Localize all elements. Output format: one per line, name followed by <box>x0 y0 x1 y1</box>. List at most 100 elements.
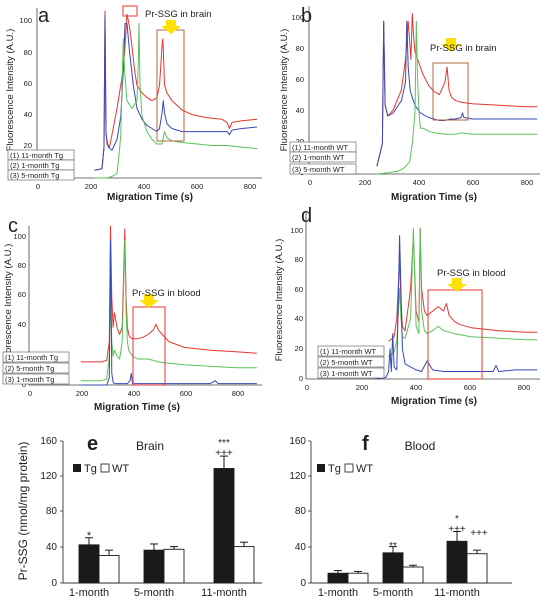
panel-b-ytick: 60 <box>296 75 304 84</box>
panel-d-ytick: 40 <box>295 314 303 323</box>
legend-label-wt: WT <box>356 463 373 475</box>
panel-e-bars: 1-month 5-month 11-month <box>69 455 255 599</box>
category-label: 11-month <box>434 587 480 599</box>
panel-a-ytick: 100 <box>19 16 32 25</box>
legend-swatch-tg <box>73 464 81 472</box>
panel-f-yticks: 0 40 80 120 160 <box>289 436 306 589</box>
panel-d-legend: (1) 11-month WT (2) 5-month WT (3) 1-mon… <box>317 345 385 379</box>
panel-c-ytick: 0 <box>22 380 26 389</box>
category-label: 5-month <box>373 587 413 599</box>
panel-c-traces <box>80 225 257 386</box>
panel-b-highlight-box <box>432 62 469 121</box>
legend-label-tg: Tg <box>328 463 341 475</box>
panel-b-legend-box <box>289 163 357 175</box>
legend-swatch-tg <box>317 464 325 472</box>
panel-e: e Brain Pr-SSG (nmol/mg protein) 0 40 80… <box>16 433 262 599</box>
panel-c-ytick: 80 <box>18 261 26 270</box>
significance-marker: *** <box>218 438 230 449</box>
panel-a-annotation: Pr-SSG in brain <box>145 9 212 20</box>
panel-c-legend-box <box>2 351 70 363</box>
legend-label-wt: WT <box>112 463 129 475</box>
panel-a-xtick: 800 <box>244 182 257 191</box>
panel-d-xticks: 0 200 400 600 800 <box>305 383 530 392</box>
panel-a-xticks: 0 200 400 600 800 <box>36 182 256 191</box>
panel-f: f Blood 0 40 80 120 160 Tg WT 1-month 5-m… <box>289 433 512 599</box>
panel-a-highlight-box <box>156 29 185 142</box>
panel-e-ytick: 160 <box>40 436 57 447</box>
panel-d-yticks: 0 20 40 60 80 100 <box>290 226 303 383</box>
panel-a-ytick: 60 <box>24 79 32 88</box>
panel-a-legend-item: (3) 5-month Tg <box>10 171 59 180</box>
panel-b-trace-blue <box>376 20 538 167</box>
panel-c-legend-box <box>2 373 70 385</box>
significance-marker: +++ <box>215 448 233 459</box>
bar-wt-5-month <box>402 566 424 584</box>
significance-marker: ** <box>389 541 397 552</box>
panel-f-ytick: 80 <box>295 506 307 517</box>
panel-c-ylabel: Fluorescence Intensity (A.U.) <box>3 244 14 367</box>
category-label: 5-month <box>134 587 174 599</box>
panel-a-peak-box <box>122 5 138 17</box>
panel-d-legend-item: (3) 1-month WT <box>320 369 373 378</box>
panel-d-xtick: 0 <box>305 383 309 392</box>
panel-c-legend-item: (2) 5-month Tg <box>5 364 54 373</box>
panel-d-trace-green <box>388 227 538 357</box>
panel-b-legend-box <box>289 151 357 163</box>
panel-a-xtick: 600 <box>191 182 204 191</box>
panel-b-xtick: 0 <box>308 178 312 187</box>
panel-e-ytick: 80 <box>46 506 58 517</box>
panel-d-ylabel: Fluorescence Intensity (A.U.) <box>274 239 285 362</box>
panel-d-xtick: 800 <box>518 383 531 392</box>
panel-e-ytick: 40 <box>46 542 58 553</box>
panel-d-letter: d <box>301 205 312 227</box>
panel-f-bars: 1-month 5-month 11-month <box>318 531 488 599</box>
panel-f-ytick: 0 <box>300 578 306 589</box>
bar-tg-11-month <box>446 540 468 584</box>
panel-b-ytick: 20 <box>296 137 304 146</box>
panel-c-arrow-icon <box>139 294 159 308</box>
panel-c-annotation: Pr-SSG in blood <box>132 288 201 299</box>
panel-e-letter: e <box>87 433 98 455</box>
panel-a-ylabel: Fluorescence Intensity (A.U.) <box>5 29 16 152</box>
panel-c-legend: (1) 11-month Tg (2) 5-month Tg (3) 1-mon… <box>2 351 70 385</box>
panel-a-xtick: 0 <box>36 182 40 191</box>
panel-d-legend-box <box>317 345 385 357</box>
significance-marker: +++ <box>470 528 488 539</box>
panel-a-xtick: 200 <box>85 182 98 191</box>
panel-c-legend-item: (3) 1-month Tg <box>5 375 54 384</box>
category-label: 1-month <box>69 587 109 599</box>
panel-a-ytick: 20 <box>24 141 32 150</box>
bar-wt-11-month <box>466 553 488 584</box>
panel-a-ytick: 80 <box>24 48 32 57</box>
panel-d-xlabel: Migration Time (s) <box>391 396 477 407</box>
panel-c-xtick: 600 <box>180 389 193 398</box>
panel-b-legend-item: (3) 5-month WT <box>292 165 345 174</box>
panel-a-letter: a <box>38 5 50 27</box>
panel-b-ylabel: Fluorescence Intensity (A.U.) <box>279 29 290 152</box>
panel-b-trace-green <box>376 20 538 175</box>
panel-b-xticks: 0 200 400 600 800 <box>308 178 533 187</box>
panel-d-legend-box <box>317 356 385 368</box>
panel-b-ytick: 40 <box>296 106 304 115</box>
significance-marker: * <box>87 530 92 542</box>
panel-f-ytick-marks <box>308 440 311 584</box>
panel-a-legend-box <box>7 169 75 181</box>
panel-b: b Fluorescence Intensity (A.U.) Migratio… <box>279 5 540 203</box>
panel-c-xtick: 800 <box>232 389 245 398</box>
panel-b-letter: b <box>301 5 312 27</box>
panel-c-ytick: 100 <box>13 232 26 241</box>
panel-c-trace-red <box>80 225 257 363</box>
panel-f-letter: f <box>362 433 369 455</box>
panel-d-annotation: Pr-SSG in blood <box>437 268 506 279</box>
category-label: 1-month <box>318 587 358 599</box>
panel-f-ytick: 120 <box>289 471 306 482</box>
panel-d-legend-item: (2) 5-month WT <box>320 358 373 367</box>
panel-c-xticks: 0 200 400 600 800 <box>28 389 244 398</box>
panel-c-xtick: 0 <box>28 389 32 398</box>
panel-c-ytick: 60 <box>18 290 26 299</box>
panel-a-trace-green <box>94 23 258 179</box>
bar-wt-5-month <box>163 548 185 584</box>
significance-marker: +++ <box>448 524 466 535</box>
panel-f-title: Blood <box>405 439 436 453</box>
category-label: 11-month <box>201 587 247 599</box>
